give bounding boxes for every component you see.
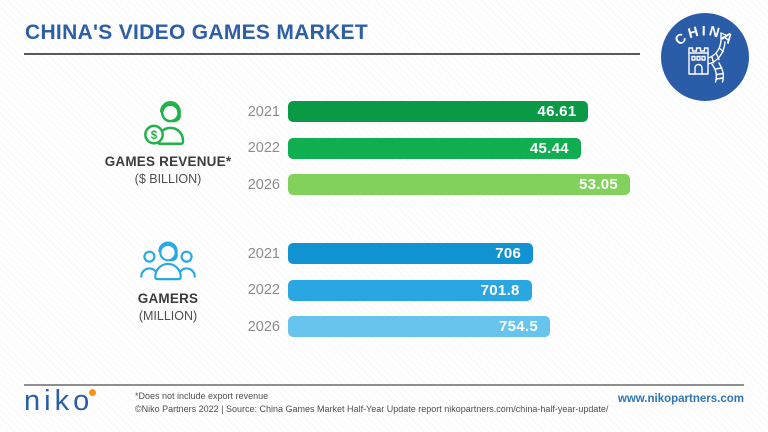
bar-revenue-2022: 45.44: [288, 137, 581, 159]
value-label: 53.05: [578, 176, 618, 193]
dollar-sign: $: [151, 130, 158, 142]
year-label: 2021: [247, 245, 280, 262]
year-label: 2022: [247, 140, 280, 156]
value-label: 45.44: [529, 139, 569, 157]
year-label: 2021: [247, 103, 280, 120]
website-link[interactable]: www.nikopartners.com: [617, 393, 744, 405]
bar-row-revenue-2026: 2026 53.05: [208, 174, 753, 195]
title-underline: [24, 53, 640, 55]
year-label: 2026: [247, 176, 280, 193]
gamer-dollar-icon: $: [144, 101, 185, 146]
gamers-group-icon: [140, 241, 196, 281]
source-text: ©Niko Partners 2022 | Source: China Game…: [135, 404, 609, 414]
niko-logo-dot: [89, 389, 97, 396]
section-unit-gamers: (MILLION): [138, 309, 198, 323]
bar-row-gamers-2026: 2026 754.5: [208, 316, 753, 337]
value-label: 706: [495, 245, 522, 262]
page-title: CHINA'S VIDEO GAMES MARKET: [25, 21, 368, 44]
bar-gamers-2021: 706: [288, 243, 534, 264]
bar-revenue-2026: 53.05: [288, 174, 630, 195]
section-label-revenue: GAMES REVENUE*: [104, 154, 232, 169]
bar-row-gamers-2021: 2021 706: [208, 243, 753, 264]
section-unit-revenue: ($ BILLION): [134, 172, 202, 186]
bar-revenue-2021: 46.61: [288, 101, 589, 122]
year-label: 2022: [247, 282, 280, 298]
bar-group-revenue: 2021 46.61 2022 45.44 2026 53.05: [208, 101, 753, 211]
bar-row-gamers-2022: 2022 701.8: [208, 279, 753, 301]
bar-row-revenue-2022: 2022 45.44: [208, 137, 753, 159]
bar-group-gamers: 2021 706 2022 701.8 2026 754.5: [208, 243, 753, 353]
footer-divider: [24, 384, 744, 386]
great-wall-icon: [688, 32, 728, 83]
bar-gamers-2026: 754.5: [288, 316, 550, 337]
bar-row-revenue-2021: 2021 46.61: [208, 101, 753, 122]
value-label: 701.8: [480, 281, 520, 299]
value-label: 46.61: [537, 103, 577, 120]
year-label: 2026: [247, 318, 280, 335]
niko-logo-text: niko: [24, 385, 94, 417]
niko-logo: niko: [24, 385, 97, 417]
value-label: 754.5: [498, 318, 538, 335]
section-label-block-revenue: $ GAMES REVENUE* ($ BILLION): [88, 97, 248, 186]
section-label-block-gamers: GAMERS (MILLION): [88, 238, 248, 323]
footnote-text: *Does not include export revenue: [135, 391, 269, 401]
china-great-wall-badge: CHINA: [661, 13, 749, 101]
bar-gamers-2022: 701.8: [288, 279, 532, 301]
section-label-gamers: GAMERS: [137, 291, 199, 306]
